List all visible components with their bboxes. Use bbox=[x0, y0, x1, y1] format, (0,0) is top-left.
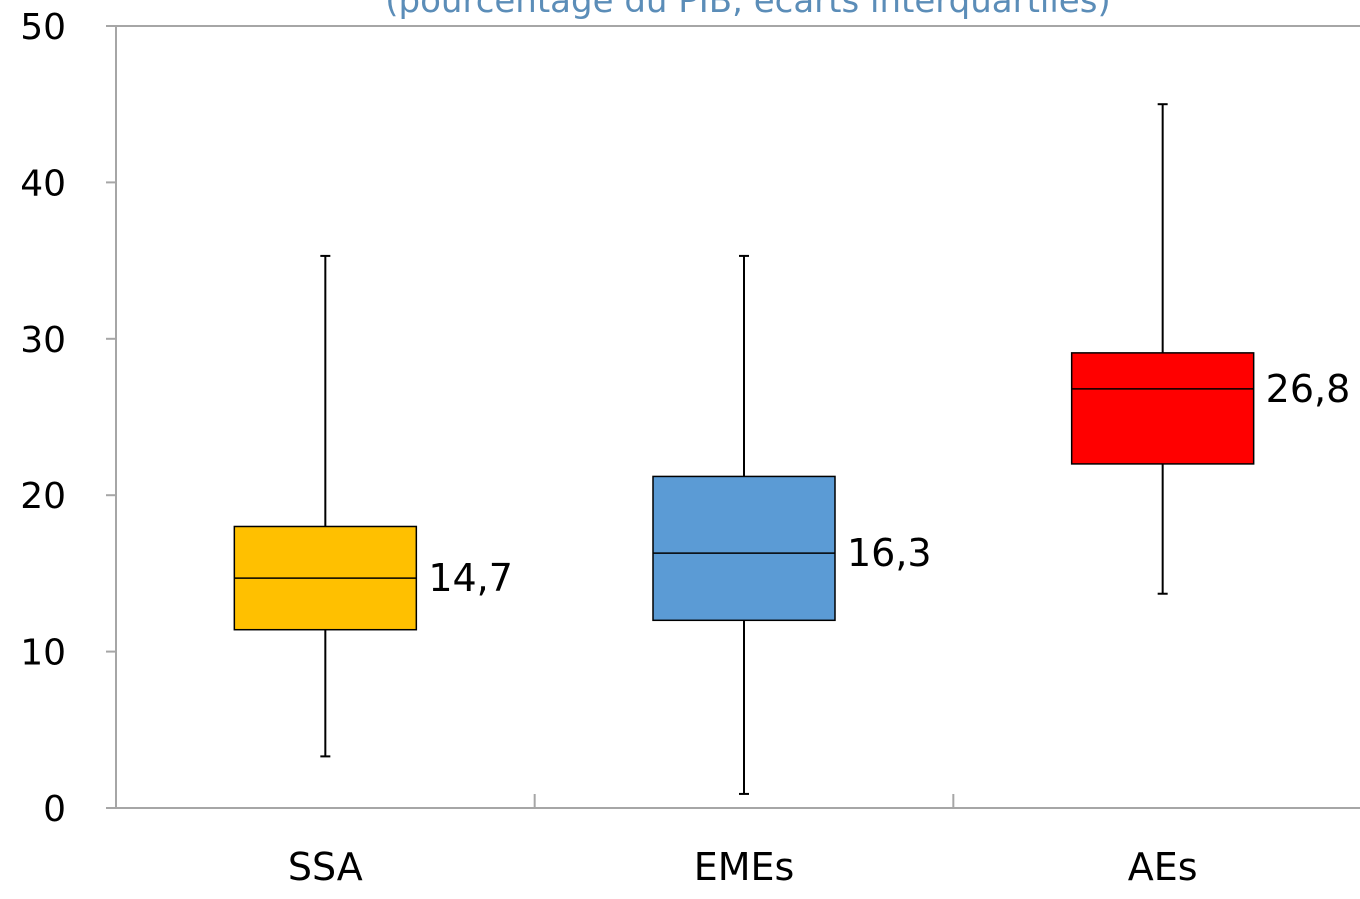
y-tick-label: 20 bbox=[20, 476, 66, 517]
x-category-label: EMEs bbox=[694, 845, 795, 889]
median-value-label: 16,3 bbox=[847, 531, 932, 575]
chart-subtitle: (pourcentage du PIB, écarts interquartil… bbox=[385, 0, 1110, 21]
category-labels: SSA EMEs AEs bbox=[288, 845, 1198, 889]
interquartile-box bbox=[1070, 352, 1255, 465]
y-tick-label: 50 bbox=[20, 7, 66, 48]
y-axis-ticks: 0 10 20 30 40 50 bbox=[20, 7, 116, 830]
median-value-label: 26,8 bbox=[1266, 367, 1351, 411]
x-category-label: SSA bbox=[288, 845, 363, 889]
boxes: 14,7 16,3 26,8 bbox=[233, 103, 1351, 795]
y-tick-label: 30 bbox=[20, 320, 66, 361]
axes bbox=[115, 25, 1360, 809]
y-tick-label: 40 bbox=[20, 163, 66, 204]
interquartile-box bbox=[652, 475, 836, 622]
x-category-label: AEs bbox=[1128, 845, 1198, 889]
y-tick-label: 0 bbox=[43, 789, 66, 830]
box-aes: 26,8 bbox=[1070, 103, 1351, 595]
box-emes: 16,3 bbox=[652, 254, 932, 795]
y-tick-label: 10 bbox=[20, 633, 66, 674]
median-value-label: 14,7 bbox=[428, 556, 513, 600]
box-ssa: 14,7 bbox=[233, 254, 513, 758]
